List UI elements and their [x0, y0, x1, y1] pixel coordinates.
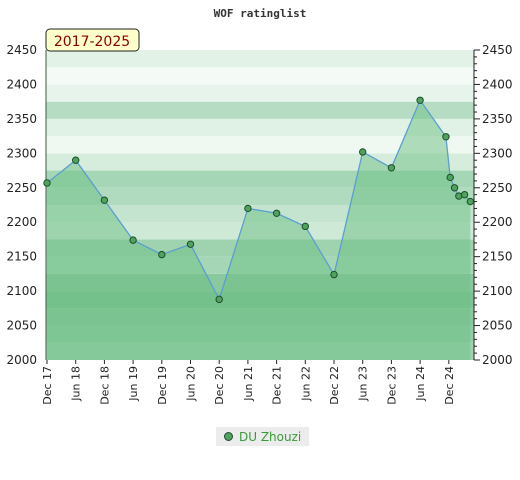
y-tick-label-right: 2200: [482, 215, 513, 229]
y-tick-label-left: 2100: [6, 284, 37, 298]
x-tick-label: Jun 22: [299, 366, 312, 402]
background-band: [46, 101, 474, 119]
x-tick-label: Jun 20: [185, 366, 198, 402]
data-point: [450, 184, 459, 192]
y-tick-label-left: 2000: [6, 353, 37, 367]
legend-label: DU Zhouzi: [239, 429, 302, 444]
x-tick-label: Dec 19: [156, 366, 169, 405]
background-band: [46, 67, 474, 85]
data-point: [158, 250, 166, 259]
y-tick-label-left: 2250: [6, 181, 37, 195]
data-point: [301, 222, 309, 231]
data-point: [186, 240, 195, 248]
x-tick-label: Dec 18: [98, 366, 111, 405]
data-point: [460, 190, 469, 199]
data-points: [43, 96, 475, 304]
data-point: [466, 197, 475, 206]
y-tick-label-right: 2050: [482, 319, 513, 333]
data-point: [129, 236, 137, 244]
x-tick-label: Dec 20: [213, 366, 226, 405]
y-tick-label-right: 2100: [482, 284, 513, 298]
data-point: [387, 164, 396, 172]
x-axis-labels: Dec 17 Jun 18 Dec 18 Jun 19 Dec 19 Jun 20 Dec …: [41, 366, 456, 405]
area-under-line: [47, 100, 471, 361]
y-tick-label-left: 2150: [6, 250, 37, 264]
y-tick-label-right: 2250: [482, 181, 513, 195]
y-tick-label-right: 2450: [482, 43, 513, 57]
data-point: [330, 270, 338, 279]
legend: DU Zhouzi: [216, 427, 310, 446]
y-tick-label-left: 2450: [6, 43, 37, 57]
y-tick-label-left: 2200: [6, 215, 37, 229]
y-axis-left-labels: 2000 2050 2100 2150 2200 2250 2300 2350 2400 2450: [6, 43, 37, 367]
period-label-box: 2017-2025: [45, 28, 140, 52]
data-point: [72, 156, 80, 164]
x-tick-label: Jun 24: [414, 366, 427, 402]
area-fill: [47, 100, 471, 361]
background-band: [46, 118, 474, 137]
x-tick-label: Dec 23: [385, 366, 398, 405]
data-point: [244, 204, 252, 213]
data-point: [442, 133, 450, 141]
y-axis-right-labels: 2000 2050 2100 2150 2200 2250 2300 2350 2400 2450: [482, 43, 513, 367]
y-tick-label-left: 2300: [6, 146, 37, 160]
x-tick-label: Dec 24: [443, 366, 456, 405]
data-point: [446, 173, 454, 182]
background-band: [46, 50, 474, 68]
y-tick-label-right: 2400: [482, 77, 513, 91]
data-point: [416, 96, 424, 104]
y-tick-label-right: 2300: [482, 146, 513, 160]
x-tick-label: Jun 18: [70, 366, 83, 402]
data-point: [359, 148, 367, 156]
y-tick-label-left: 2400: [6, 77, 37, 91]
y-tick-label-right: 2000: [482, 353, 513, 367]
x-tick-label: Dec 17: [41, 366, 54, 405]
chart-title: WOF ratinglist: [214, 7, 307, 20]
data-point: [215, 295, 223, 304]
axes: [45, 49, 480, 364]
background-band: [46, 136, 474, 154]
data-point: [43, 179, 51, 187]
data-point: [100, 196, 109, 204]
y-tick-label-right: 2150: [482, 250, 513, 264]
x-tick-label: Dec 22: [328, 366, 341, 405]
legend-marker-icon: [224, 432, 233, 441]
x-tick-label: Jun 19: [127, 366, 140, 402]
x-tick-label: Jun 23: [357, 366, 370, 402]
y-tick-label-right: 2350: [482, 112, 513, 126]
background-band: [46, 84, 474, 102]
x-tick-label: Jun 21: [242, 366, 255, 402]
period-label: 2017-2025: [54, 34, 130, 50]
y-tick-label-left: 2050: [6, 319, 37, 333]
data-point: [272, 209, 281, 217]
x-tick-label: Dec 21: [271, 366, 284, 405]
y-tick-label-left: 2350: [6, 112, 37, 126]
